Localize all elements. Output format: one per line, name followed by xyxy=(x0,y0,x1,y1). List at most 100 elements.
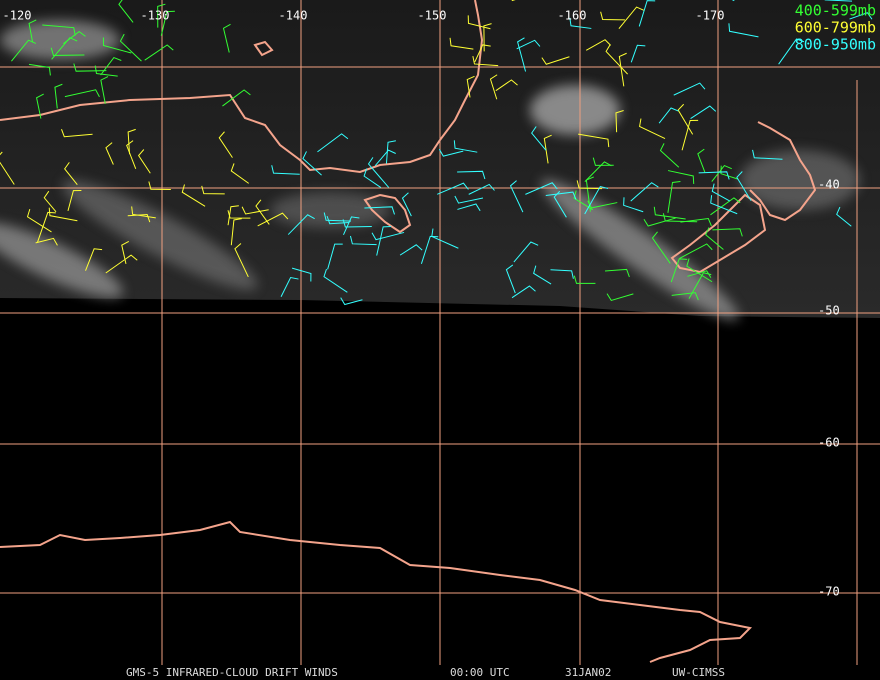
wind-barb xyxy=(102,37,132,54)
wind-barb xyxy=(495,79,518,92)
wind-barb xyxy=(584,185,609,215)
wind-barb xyxy=(511,285,536,299)
wind-barb xyxy=(280,276,299,297)
wind-barb xyxy=(374,149,396,167)
footer-source: UW-CIMSS xyxy=(672,666,725,679)
wind-barb xyxy=(667,181,681,213)
wind-barb xyxy=(118,0,134,23)
wind-barb xyxy=(126,140,137,170)
wind-barb xyxy=(105,142,114,165)
wind-barb xyxy=(257,212,289,227)
wind-barb xyxy=(711,183,731,202)
wind-barb xyxy=(401,192,412,217)
wind-barb xyxy=(569,17,592,29)
wind-barb xyxy=(679,243,713,259)
wind-barb xyxy=(618,52,627,87)
wind-barb xyxy=(550,269,574,279)
longitude-label: -120 xyxy=(3,9,32,23)
wind-barb xyxy=(630,182,659,202)
wind-barb xyxy=(697,148,706,173)
wind-barb xyxy=(144,44,174,61)
wind-barb xyxy=(342,219,372,228)
wind-barb xyxy=(50,47,85,56)
longitude-labels: -120 -130 -140 -150 -160 -170 xyxy=(3,9,725,23)
wind-barb xyxy=(420,235,439,264)
wind-barb xyxy=(606,293,634,302)
wind-barb xyxy=(230,218,242,246)
wind-barb xyxy=(468,183,495,195)
wind-barb xyxy=(37,211,56,243)
longitude-label: -130 xyxy=(141,9,170,23)
wind-barb xyxy=(100,76,109,104)
wind-barb xyxy=(576,180,603,190)
wind-barb xyxy=(343,216,360,236)
wind-barb xyxy=(227,210,251,219)
wind-barb xyxy=(119,33,142,62)
wind-barb xyxy=(533,265,552,285)
wind-barb xyxy=(48,207,78,222)
wind-barb xyxy=(385,140,396,164)
wind-barb xyxy=(670,258,688,283)
wind-barb xyxy=(643,217,676,227)
wind-barb xyxy=(0,151,15,185)
wind-barb xyxy=(457,203,481,212)
wind-barb xyxy=(241,206,269,215)
wind-barb xyxy=(849,12,873,20)
wind-barb xyxy=(545,191,577,200)
wind-barb xyxy=(64,162,78,185)
wind-barb xyxy=(778,38,805,65)
wind-barb xyxy=(584,161,612,182)
wind-barb xyxy=(121,240,130,265)
wind-barb xyxy=(438,148,464,157)
wind-barb xyxy=(85,248,103,271)
wind-barb xyxy=(323,212,352,222)
clouds xyxy=(0,20,860,321)
wind-barb xyxy=(349,235,377,246)
footer-time: 00:00 UTC xyxy=(450,666,510,679)
wind-barb xyxy=(531,126,547,151)
wind-barb xyxy=(705,227,724,250)
wind-barb xyxy=(326,215,350,225)
legend-entry: 800-950mb xyxy=(795,36,876,54)
wind-barb xyxy=(376,225,392,256)
wind-barb xyxy=(466,75,475,98)
wind-barb xyxy=(230,163,250,184)
wind-barb xyxy=(658,107,679,124)
wind-barb xyxy=(137,149,151,174)
wind-barb xyxy=(371,231,405,241)
wind-barb xyxy=(615,110,624,133)
wind-barb xyxy=(517,37,527,72)
wind-barb xyxy=(573,275,596,284)
wind-barb xyxy=(363,168,382,189)
wind-barb xyxy=(509,180,524,213)
wind-barb xyxy=(653,206,686,220)
latitude-label: -70 xyxy=(818,585,840,599)
wind-barb xyxy=(541,56,570,65)
wind-barb xyxy=(457,170,486,180)
wind-barb xyxy=(201,185,225,195)
wind-barb xyxy=(728,23,759,38)
wind-barb xyxy=(453,140,478,153)
wind-barb xyxy=(671,292,699,301)
wind-barb xyxy=(131,206,156,219)
wind-barb xyxy=(399,244,423,256)
wind-barb xyxy=(51,37,78,60)
wind-barb xyxy=(454,195,484,204)
wind-barb xyxy=(698,171,730,180)
wind-barb xyxy=(255,199,270,225)
wind-barb xyxy=(42,24,76,36)
footer-date: 31JAN02 xyxy=(565,666,611,679)
wind-barb xyxy=(677,103,694,135)
wind-barb xyxy=(618,6,645,29)
wind-barb xyxy=(659,143,680,168)
wind-barb xyxy=(222,89,251,107)
graticule xyxy=(0,0,880,665)
wind-barb xyxy=(710,195,738,215)
wind-barb xyxy=(127,128,136,155)
wind-barb xyxy=(651,231,671,264)
wind-barb xyxy=(673,82,706,96)
wind-barb xyxy=(36,93,44,119)
wind-barb xyxy=(100,56,122,76)
